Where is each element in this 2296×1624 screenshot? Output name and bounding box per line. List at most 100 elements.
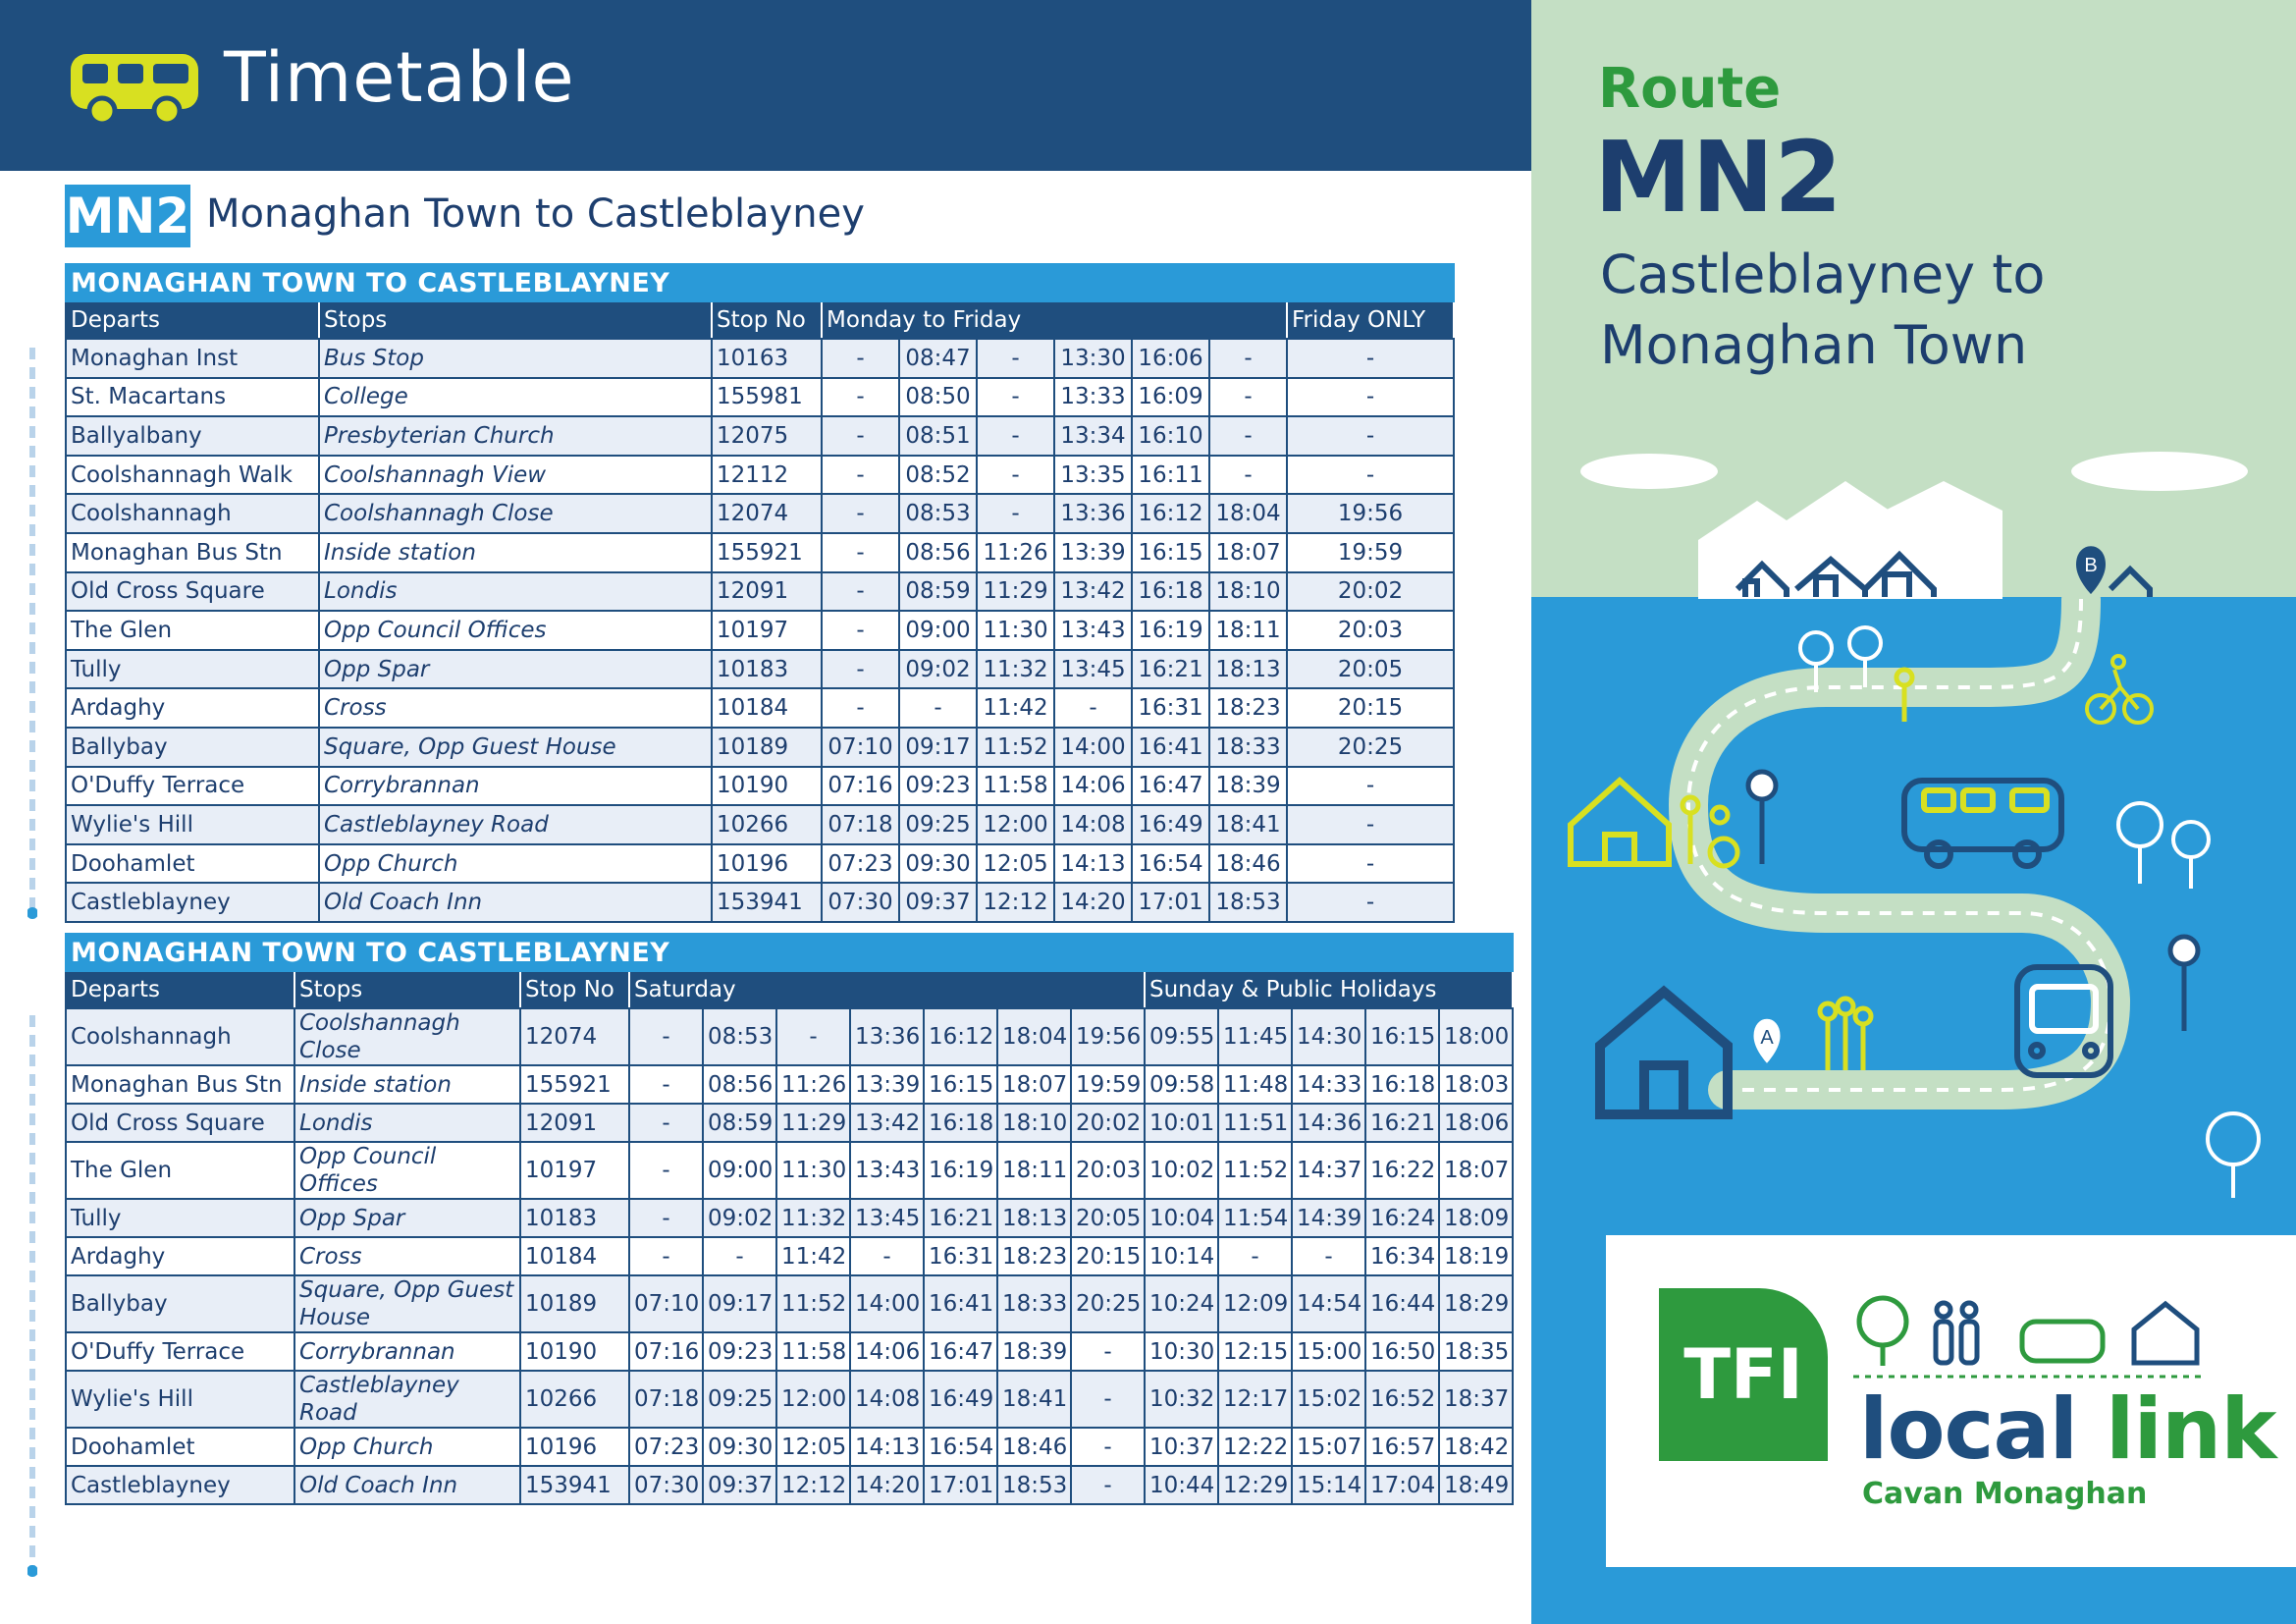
time-cell: 07:23	[821, 842, 900, 885]
stop-no-cell: 10163	[711, 338, 823, 379]
time-cell: 14:30	[1291, 1007, 1366, 1066]
time-cell: -	[1291, 1236, 1366, 1276]
time-cell: 11:42	[976, 687, 1055, 729]
stop-cell: Coolshannagh Close	[318, 493, 713, 534]
time-cell: 19:59	[1070, 1064, 1146, 1105]
stop-cell: Presbyterian Church	[318, 415, 713, 457]
route-title: Monaghan Town to Castleblayney	[206, 191, 865, 237]
stop-no-cell: 10196	[711, 842, 823, 885]
time-cell: 14:08	[849, 1370, 925, 1429]
time-cell: 16:06	[1131, 338, 1210, 379]
time-cell: 16:18	[1364, 1064, 1440, 1105]
table-row: Ballyalbany Presbyterian Church 12075-08:5…	[65, 415, 1456, 457]
departs-cell: The Glen	[65, 610, 320, 651]
departs-cell: Tully	[65, 1198, 295, 1238]
time-cell: 13:45	[849, 1198, 925, 1238]
stop-no-cell: 12091	[711, 570, 823, 613]
time-cell: 09:23	[702, 1331, 777, 1372]
stop-cell: Opp Spar	[318, 648, 713, 690]
time-cell: 18:41	[1208, 804, 1288, 845]
time-cell: 13:43	[849, 1141, 925, 1200]
time-cell: 11:29	[775, 1103, 851, 1143]
time-cell: 11:48	[1217, 1064, 1293, 1105]
stop-no-cell: 10266	[711, 804, 823, 845]
time-cell: 16:44	[1364, 1274, 1440, 1333]
time-cell: 09:30	[898, 842, 978, 885]
time-cell: -	[1285, 842, 1456, 885]
header-sunday-holidays: Sunday & Public Holidays	[1143, 970, 1515, 1009]
stop-cell: Coolshannagh Close	[294, 1007, 521, 1066]
time-cell: 10:02	[1144, 1141, 1219, 1200]
header-stop-no: Stop No	[519, 970, 630, 1009]
time-cell: 18:23	[1208, 687, 1288, 729]
time-cell: 11:42	[775, 1236, 851, 1276]
time-cell: 13:42	[1053, 570, 1133, 613]
route-direction: Castleblayney to Monaghan Town	[1600, 240, 2045, 381]
departs-cell: Old Cross Square	[65, 570, 320, 613]
table-row: Coolshannagh Coolshannagh Close 12074-08:5…	[65, 493, 1456, 534]
table-row: Coolshannagh Coolshannagh Close 12074-08:5…	[65, 1007, 1515, 1066]
header-saturday: Saturday	[628, 970, 1146, 1009]
time-cell: 07:30	[628, 1465, 704, 1505]
departs-cell: St. Macartans	[65, 376, 320, 418]
stop-cell: Square, Opp Guest House	[318, 726, 713, 768]
time-cell: 11:30	[976, 610, 1055, 651]
time-cell: 16:31	[923, 1236, 998, 1276]
route-code: MN2	[1594, 120, 1842, 235]
departs-cell: O'Duffy Terrace	[65, 1331, 295, 1372]
time-cell: 18:07	[1437, 1141, 1515, 1200]
cloud-icon	[1580, 452, 2248, 491]
stop-cell: Opp Spar	[294, 1198, 521, 1238]
time-cell: 16:15	[1131, 531, 1210, 573]
time-cell: 09:37	[702, 1465, 777, 1505]
stop-no-cell: 153941	[519, 1465, 630, 1505]
time-cell: 19:59	[1285, 531, 1456, 573]
departs-cell: Wylie's Hill	[65, 1370, 295, 1429]
svg-text:B: B	[2084, 555, 2097, 576]
departs-cell: Monaghan Bus Stn	[65, 1064, 295, 1105]
time-cell: 16:24	[1364, 1198, 1440, 1238]
time-cell: 12:00	[775, 1370, 851, 1429]
time-cell: 18:23	[996, 1236, 1072, 1276]
time-cell: 12:12	[976, 882, 1055, 923]
header-friday-only: Friday ONLY	[1285, 300, 1456, 340]
time-cell: 08:47	[898, 338, 978, 379]
time-cell: 08:59	[702, 1103, 777, 1143]
stop-no-cell: 10196	[519, 1427, 630, 1467]
table-row: Wylie's Hill Castleblayney Road 10266 07:18…	[65, 804, 1456, 845]
departs-cell: Wylie's Hill	[65, 804, 320, 845]
time-cell: 11:32	[775, 1198, 851, 1238]
bus-icon	[2019, 1319, 2106, 1364]
time-cell: 11:52	[775, 1274, 851, 1333]
time-cell: 12:17	[1217, 1370, 1293, 1429]
time-cell: -	[821, 570, 900, 613]
time-cell: 07:30	[821, 882, 900, 923]
route-label: Route	[1598, 57, 1782, 121]
time-cell: 16:09	[1131, 376, 1210, 418]
stop-no-cell: 10197	[711, 610, 823, 651]
time-cell: 07:18	[821, 804, 900, 845]
stop-cell: Castleblayney Road	[318, 804, 713, 845]
time-cell: 13:39	[1053, 531, 1133, 573]
time-cell: 18:46	[996, 1427, 1072, 1467]
time-cell: 09:30	[702, 1427, 777, 1467]
time-cell: 12:00	[976, 804, 1055, 845]
table-row: The Glen Opp Council Offices 10197-09:00 11…	[65, 610, 1456, 651]
stop-cell: Opp Council Offices	[294, 1141, 521, 1200]
time-cell: 08:52	[898, 454, 978, 496]
time-cell: 09:58	[1144, 1064, 1219, 1105]
bus-icon	[71, 54, 198, 127]
time-cell: 16:15	[1364, 1007, 1440, 1066]
time-cell: 16:12	[923, 1007, 998, 1066]
bus-stop-sign-icon	[1745, 769, 2201, 1031]
time-cell: 12:15	[1217, 1331, 1293, 1372]
time-cell: 18:46	[1208, 842, 1288, 885]
time-cell: 18:42	[1437, 1427, 1515, 1467]
time-cell: 16:22	[1364, 1141, 1440, 1200]
stop-cell: Londis	[318, 570, 713, 613]
time-cell: 10:44	[1144, 1465, 1219, 1505]
time-cell: -	[1208, 415, 1288, 457]
link-text: link	[2106, 1380, 2276, 1479]
time-cell: 11:32	[976, 648, 1055, 690]
departs-cell: O'Duffy Terrace	[65, 765, 320, 807]
